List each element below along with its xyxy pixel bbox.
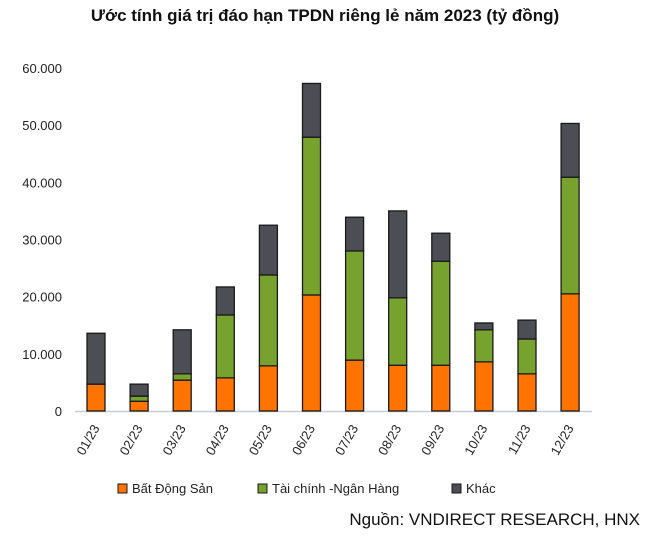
x-tick-label: 02/23 [116,422,145,458]
bar-segment-khac [388,210,408,299]
bar-segment-khac [344,216,365,252]
legend-label: Tài chính -Ngân Hàng [272,481,399,496]
bar-segment-khac [517,319,537,340]
bar-segment-tai-chinh [431,260,451,366]
bar-segment-tai-chinh [517,338,537,375]
x-tick-label: 11/23 [505,422,534,457]
bar-segment-tai-chinh [215,314,235,379]
bar-segment-bat-dong-san [86,383,106,412]
x-tick-label: 10/23 [461,422,490,458]
bar-segment-khac [258,224,279,276]
bar-segment-khac [560,122,580,178]
chart-title: Ước tính giá trị đáo hạn TPDN riêng lẻ n… [90,6,560,25]
bar-segment-bat-dong-san [560,293,580,412]
bar-segment-bat-dong-san [258,365,279,412]
bar-segment-bat-dong-san [215,377,235,412]
source-note: Nguồn: VNDIRECT RESEARCH, HNX [349,510,640,529]
bar-segment-bat-dong-san [474,361,494,412]
bar-segment-tai-chinh [129,395,149,402]
legend-swatch [257,483,268,494]
bar-segment-tai-chinh [344,250,365,361]
bar-segment-bat-dong-san [129,400,149,412]
y-tick-label: 20.000 [22,290,62,305]
bar-segment-tai-chinh [388,297,408,366]
y-tick-label: 30.000 [22,233,62,248]
bar-segment-khac [215,286,235,316]
bar-segment-khac [172,329,192,375]
legend-swatch [451,483,462,494]
bar-segment-tai-chinh [560,176,580,295]
x-tick-label: 03/23 [160,422,189,458]
bar-segment-khac [431,232,451,262]
bar-segment-tai-chinh [474,329,494,363]
bar-segment-bat-dong-san [517,373,537,412]
y-tick-label: 60.000 [22,61,62,76]
x-tick-label: 09/23 [418,422,447,458]
x-tick-label: 06/23 [289,422,318,458]
bar-segment-khac [86,332,106,385]
bar-segment-khac [474,322,494,331]
x-tick-label: 12/23 [547,422,576,458]
bar-segment-bat-dong-san [172,379,192,412]
y-tick-label: 0 [55,404,62,419]
legend-swatch [117,483,128,494]
legend-label: Khác [466,481,496,496]
bar-segment-tai-chinh [301,136,322,296]
x-tick-label: 05/23 [246,422,275,458]
bar-segment-bat-dong-san [431,364,451,412]
bar-segment-bat-dong-san [344,359,365,412]
bar-segment-khac [301,82,322,138]
legend-label: Bất Động Sản [132,481,213,496]
bar-segment-bat-dong-san [388,364,408,412]
x-tick-label: 04/23 [203,422,232,458]
bar-segment-khac [129,383,149,397]
bar-segment-tai-chinh [258,274,279,367]
bar-segment-bat-dong-san [301,294,322,412]
x-tick-label: 07/23 [332,422,361,458]
bar-segment-tai-chinh [172,373,192,381]
x-tick-label: 08/23 [375,422,404,458]
x-tick-label: 01/23 [73,422,102,458]
y-tick-label: 10.000 [22,347,62,362]
y-tick-label: 40.000 [22,175,62,190]
y-tick-label: 50.000 [22,118,62,133]
